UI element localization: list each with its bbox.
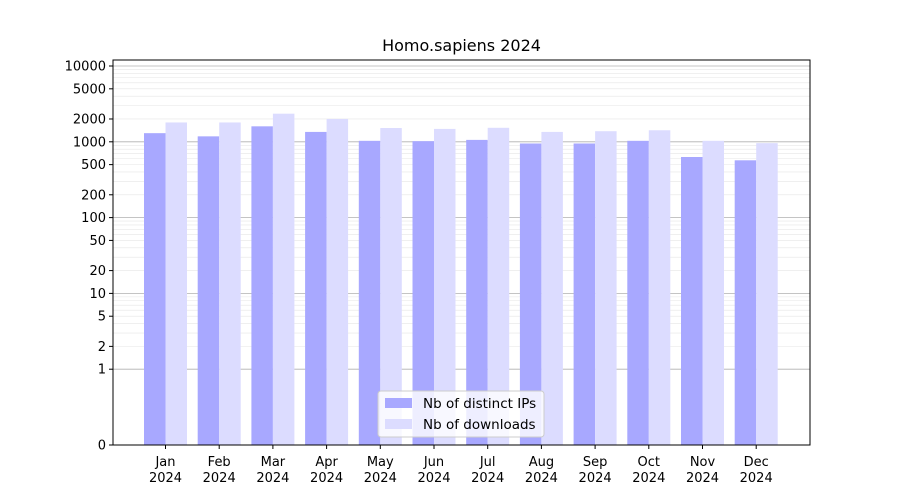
bar-distinct-ips: [681, 157, 703, 446]
x-axis: Jan 2024 Feb 2024 Mar 2024 Apr 2024 May 2024 Jun 20…: [149, 445, 773, 486]
x-tick-label: Oct 2024: [632, 455, 665, 486]
bar-distinct-ips: [251, 126, 273, 445]
bar-downloads: [380, 128, 402, 445]
bar-distinct-ips: [144, 133, 166, 445]
bar-downloads: [272, 113, 295, 446]
y-tick-label: 2000: [73, 112, 106, 127]
y-tick-label: 1: [98, 363, 106, 378]
bar-distinct-ips: [466, 139, 488, 445]
plot-frame: [112, 59, 811, 446]
x-tick-label: Sep 2024: [579, 455, 612, 486]
x-tick-label: Dec 2024: [740, 455, 773, 486]
x-tick-label: Mar 2024: [256, 455, 289, 486]
x-tick-label: Aug 2024: [525, 455, 558, 486]
bar-distinct-ips: [519, 143, 542, 446]
x-tick-label: Jun 2024: [417, 455, 450, 486]
bars-layer: [144, 113, 778, 446]
y-tick-label: 50: [89, 234, 106, 249]
legend-box: [377, 390, 545, 438]
bar-distinct-ips: [734, 160, 757, 445]
bar-downloads: [326, 118, 349, 445]
y-tick-label: 5: [98, 310, 106, 325]
x-tick-label: Nov 2024: [686, 455, 719, 486]
y-tick-label: 20: [89, 264, 106, 279]
y-tick-label: 0: [98, 439, 106, 454]
chart-title: Homo.sapiens 2024: [382, 36, 541, 55]
bar-downloads: [165, 122, 187, 445]
y-tick-label: 500: [81, 158, 106, 173]
bar-distinct-ips: [358, 140, 381, 445]
x-tick-label: Jul 2024: [471, 455, 504, 486]
bar-downloads: [434, 128, 456, 445]
x-tick-label: Feb 2024: [203, 455, 236, 486]
x-tick-label: Apr 2024: [310, 455, 343, 486]
bar-distinct-ips: [627, 140, 649, 445]
y-tick-label: 5000: [73, 82, 106, 97]
bar-downloads: [487, 127, 510, 445]
legend: Nb of distinct IPs Nb of downloads: [377, 390, 545, 438]
bar-downloads: [648, 130, 671, 446]
bar-distinct-ips: [197, 136, 220, 445]
legend-label-ips: Nb of distinct IPs: [423, 396, 536, 412]
bar-downloads: [702, 140, 724, 445]
bar-downloads: [595, 131, 617, 446]
bar-downloads: [756, 143, 778, 445]
legend-swatch-ips: [385, 398, 412, 408]
bar-downloads: [219, 122, 241, 445]
y-axis: 0 1 2 5 10 20 50 100 200 500 1000 2000 5000 10000: [65, 60, 113, 454]
y-tick-label: 200: [81, 188, 106, 203]
legend-swatch-downloads: [385, 419, 412, 429]
x-tick-label: Jan 2024: [149, 455, 182, 486]
x-tick-label: May 2024: [364, 455, 397, 486]
y-tick-label: 2: [98, 340, 106, 355]
y-tick-label: 100: [81, 211, 106, 226]
bar-distinct-ips: [412, 141, 434, 445]
bar-distinct-ips: [305, 131, 327, 445]
y-tick-label: 10: [89, 287, 106, 302]
y-tick-label: 10000: [65, 60, 106, 75]
bar-downloads: [541, 131, 563, 445]
bar-distinct-ips: [573, 143, 596, 446]
legend-label-downloads: Nb of downloads: [423, 417, 536, 433]
y-tick-label: 1000: [73, 135, 106, 150]
